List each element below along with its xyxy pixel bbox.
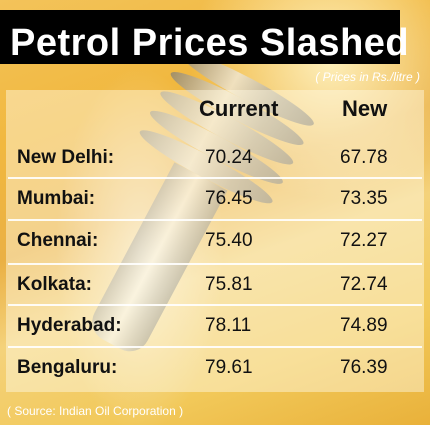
price-table xyxy=(6,90,424,392)
current-price: 75.81 xyxy=(205,274,253,295)
city-name: New Delhi: xyxy=(17,147,115,168)
source-note: ( Source: Indian Oil Corporation ) xyxy=(7,404,184,418)
row-divider xyxy=(8,177,422,179)
new-price: 72.27 xyxy=(340,230,388,251)
row-divider xyxy=(8,304,422,306)
table-row: Bengaluru: 79.61 76.39 xyxy=(6,348,424,388)
new-price: 67.78 xyxy=(340,147,388,168)
column-header-current: Current xyxy=(199,96,279,121)
new-price: 74.89 xyxy=(340,315,388,336)
column-header-new: New xyxy=(342,96,388,121)
current-price: 76.45 xyxy=(205,188,253,209)
row-divider xyxy=(8,263,422,265)
table-row: Chennai: 75.40 72.27 xyxy=(6,221,424,261)
city-name: Hyderabad: xyxy=(17,315,122,336)
city-name: Chennai: xyxy=(17,230,99,251)
new-price: 76.39 xyxy=(340,357,388,378)
current-price: 79.61 xyxy=(205,357,253,378)
city-name: Bengaluru: xyxy=(17,357,118,378)
page-title: Petrol Prices Slashed xyxy=(10,22,410,64)
new-price: 72.74 xyxy=(340,274,388,295)
table-row: Mumbai: 76.45 73.35 xyxy=(6,179,424,219)
row-divider xyxy=(8,346,422,348)
current-price: 75.40 xyxy=(205,230,253,251)
title-bar: Petrol Prices Slashed xyxy=(0,10,409,64)
current-price: 78.11 xyxy=(205,315,252,336)
row-divider xyxy=(8,219,422,221)
new-price: 73.35 xyxy=(340,188,388,209)
units-note: ( Prices in Rs./litre ) xyxy=(315,70,420,84)
table-row: Kolkata: 75.81 72.74 xyxy=(6,265,424,305)
city-name: Mumbai: xyxy=(17,188,96,209)
city-name: Kolkata: xyxy=(17,274,92,295)
current-price: 70.24 xyxy=(205,147,253,168)
table-row: Hyderabad: 78.11 74.89 xyxy=(6,306,424,346)
table-row: New Delhi: 70.24 67.78 xyxy=(6,138,424,178)
